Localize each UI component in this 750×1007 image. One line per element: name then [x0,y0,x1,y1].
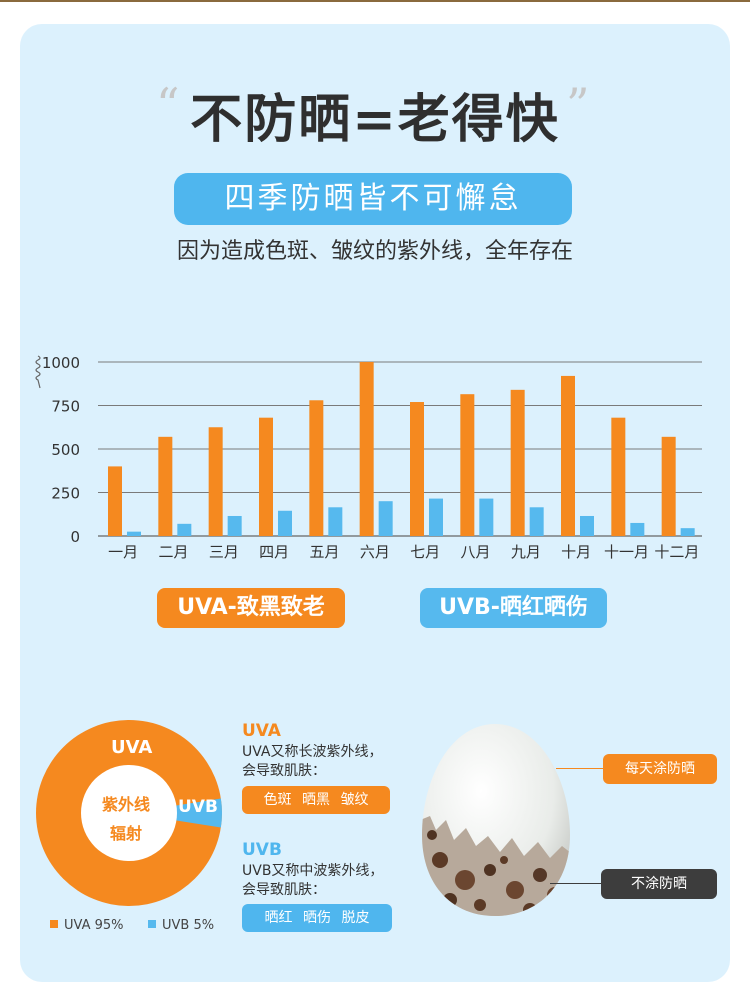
top-border [0,0,750,2]
bar [208,427,223,536]
x-tick-label: 四月 [259,543,289,561]
uva-desc-line2: 会导致肌肤： [242,763,326,779]
y-tick-label: 0 [70,528,80,546]
pie-legend-uva: UVA 95% [50,918,124,933]
bar [479,498,494,536]
bar [529,507,544,536]
bar [680,528,695,536]
x-tick-label: 二月 [158,543,188,561]
legend-swatch-uva [50,920,58,928]
bar [510,389,525,536]
bar [460,394,475,536]
bar [359,362,374,536]
bar [177,523,192,536]
uv-ratio-pie [36,720,222,906]
bar [328,507,343,536]
pie-label-uva: UVA [111,737,153,758]
bar [410,402,424,536]
x-tick-label: 十月 [561,543,591,561]
y-axis-glyph [35,355,41,389]
x-tick-label: 十二月 [654,543,699,561]
y-tick-label: 750 [51,398,80,416]
x-tick-label: 六月 [360,543,390,561]
y-tick-label: 250 [51,485,80,503]
x-tick-label: 十一月 [604,543,649,561]
subtitle-text: 因为造成色斑、皱纹的紫外线，全年存在 [176,239,573,264]
x-tick-label: 七月 [410,543,440,561]
pie-center-hole [81,765,177,861]
uva-effects-tag: 色斑 晒黑 皱纹 [242,786,390,814]
x-tick-label: 八月 [460,543,490,561]
uvb-desc-line1: UVB又称中波紫外线， [242,863,384,879]
egg-speckled-area [422,816,570,916]
legend-uvb: UVB-晒红晒伤 [420,588,607,628]
y-tick-label: 1000 [42,354,80,372]
bar [127,531,141,536]
legend-uva: UVA-致黑致老 [157,588,345,628]
callout-daily-sunscreen: 每天涂防晒 [603,754,717,784]
bar [661,436,676,536]
page-title: 不防晒=老得快 [190,90,560,150]
bar [429,498,443,536]
x-tick-label: 五月 [309,543,339,561]
monthly-uv-bar-chart: 0 250 500 750 1000 一月 二月 三月 四月 五月 六月 七月 八月 九月 十月 十一月 十二月 [35,354,702,561]
pie-center-label-2: 辐射 [110,824,143,843]
uva-desc-line1: UVA又称长波紫外线， [242,744,383,760]
legend-swatch-uvb [148,920,156,928]
callout-no-sunscreen: 不涂防晒 [601,869,717,899]
bar [227,515,242,536]
bar [108,466,122,536]
bar [611,417,626,536]
uvb-desc-line2: 会导致肌肤： [242,882,326,898]
uvb-title: UVB [242,840,282,860]
bar [278,510,292,536]
y-tick-label: 500 [51,441,80,459]
uva-title: UVA [242,721,281,741]
bar [630,522,645,536]
pie-label-uvb: UVB [178,797,218,817]
bar [259,417,273,536]
x-tick-label: 三月 [209,543,239,561]
bar [378,501,393,536]
bar [561,375,575,536]
subtitle-pill: 四季防晒皆不可懈怠 [174,173,572,225]
x-tick-label: 一月 [108,543,138,561]
bar [158,436,173,536]
egg-illustration [422,724,570,916]
pie-center-label-1: 紫外线 [102,795,151,814]
bar [309,400,324,536]
pie-legend-uvb: UVB 5% [148,918,214,933]
open-quote-mark: “ [156,78,180,132]
uvb-effects-tag: 晒红 晒伤 脱皮 [242,904,392,932]
callout-line-daily [556,768,604,769]
x-tick-label: 九月 [511,543,541,561]
bar [580,515,594,536]
close-quote-mark: ” [566,78,590,132]
callout-line-none [550,883,602,884]
